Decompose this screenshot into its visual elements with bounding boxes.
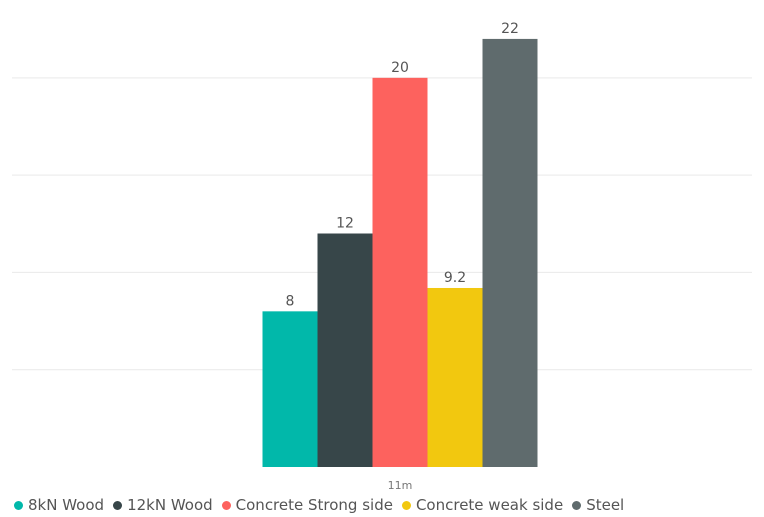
legend-dot-steel xyxy=(572,500,582,510)
legend-item-8kn-wood[interactable]: 8kN Wood xyxy=(14,496,104,514)
legend-label-concrete-strong-side: Concrete Strong side xyxy=(235,496,393,514)
data-label: 22 xyxy=(501,21,519,37)
legend-label-steel: Steel xyxy=(586,496,625,514)
legend-label-12kn-wood: 12kN Wood xyxy=(127,496,213,514)
legend-item-steel[interactable]: Steel xyxy=(572,496,624,514)
data-label: 8 xyxy=(286,293,295,309)
data-label: 20 xyxy=(391,60,409,76)
bar-group xyxy=(262,38,538,468)
legend-dot-concrete-strong-side xyxy=(221,500,231,510)
legend: 8kN Wood 12kN Wood Concrete Strong side … xyxy=(14,494,633,516)
bar-12kn-wood[interactable] xyxy=(317,233,373,468)
legend-dot-8kn-wood xyxy=(14,500,23,510)
legend-item-concrete-strong-side[interactable]: Concrete Strong side xyxy=(221,496,393,514)
data-label: 12 xyxy=(336,216,354,232)
bar-steel[interactable] xyxy=(482,38,538,468)
bar-concrete-strong-side[interactable] xyxy=(372,77,428,467)
data-labels: 8 12 20 9.2 22 xyxy=(286,21,519,309)
x-tick-label: 11m xyxy=(388,479,413,492)
data-label: 9.2 xyxy=(444,270,466,286)
legend-dot-12kn-wood xyxy=(113,500,123,510)
bar-8kn-wood[interactable] xyxy=(262,311,318,467)
bar-chart: 8 12 20 9.2 22 11m xyxy=(12,21,752,492)
legend-label-8kn-wood: 8kN Wood xyxy=(28,496,105,514)
bar-concrete-weak-side[interactable] xyxy=(427,287,483,467)
legend-item-concrete-weak-side[interactable]: Concrete weak side xyxy=(401,496,564,514)
legend-label-concrete-weak-side: Concrete weak side xyxy=(415,496,564,514)
legend-dot-concrete-weak-side xyxy=(401,500,411,510)
legend-item-12kn-wood[interactable]: 12kN Wood xyxy=(113,496,213,514)
